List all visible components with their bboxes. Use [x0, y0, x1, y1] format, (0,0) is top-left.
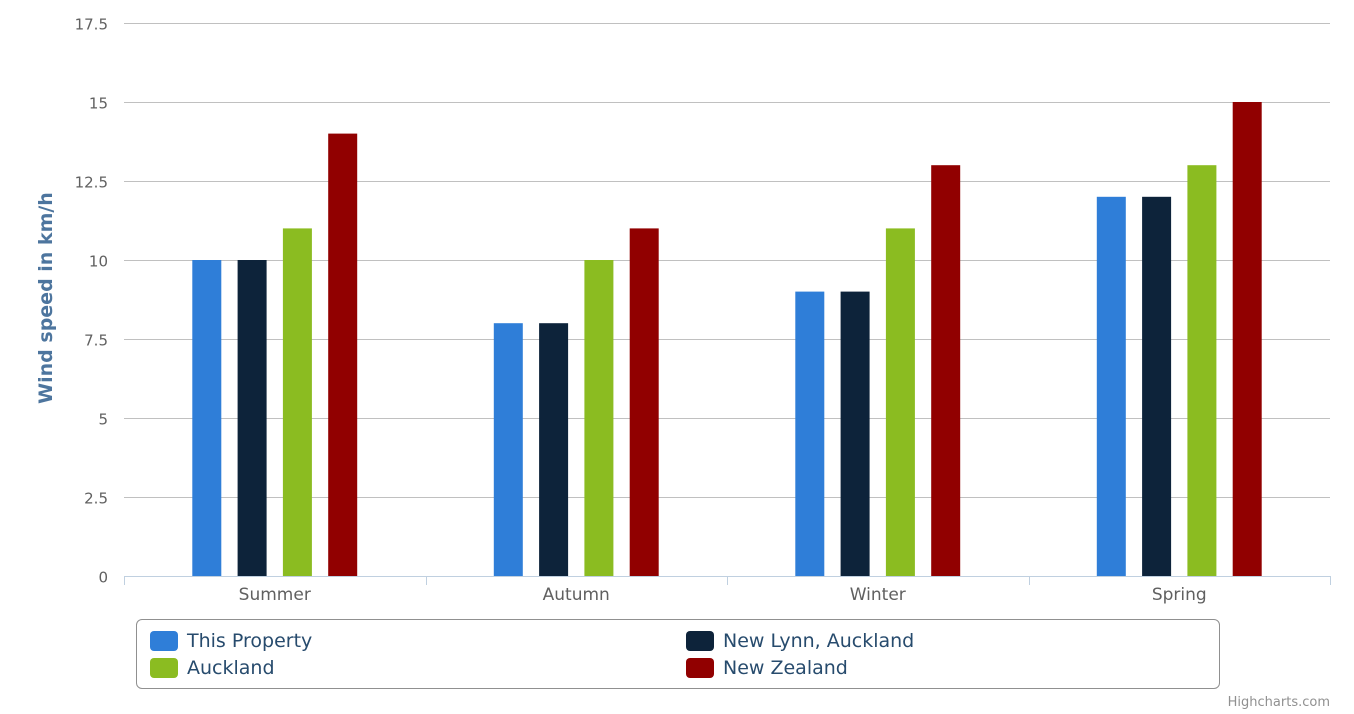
bar-new-zealand-autumn[interactable]	[629, 228, 659, 576]
legend-label: Auckland	[187, 657, 275, 679]
bar-this-property-autumn[interactable]	[493, 323, 523, 576]
y-tick-label: 5	[98, 411, 108, 429]
legend-swatch	[150, 631, 178, 651]
legend-swatch	[150, 658, 178, 678]
bar-new-lynn-auckland-autumn[interactable]	[539, 323, 569, 576]
bar-new-lynn-auckland-winter[interactable]	[840, 291, 870, 576]
bar-new-lynn-auckland-summer[interactable]	[237, 260, 267, 576]
y-axis-title: Wind speed in km/h	[35, 192, 57, 404]
legend-item-auckland[interactable]: Auckland	[150, 657, 275, 679]
legend-item-new-lynn[interactable]: New Lynn, Auckland	[686, 630, 914, 652]
bar-auckland-summer[interactable]	[282, 228, 312, 576]
y-tick-label: 2.5	[84, 490, 108, 508]
x-tick-label: Autumn	[543, 585, 610, 605]
bar-new-lynn-auckland-spring[interactable]	[1142, 196, 1172, 577]
x-tick-label: Winter	[850, 585, 906, 605]
y-tick-label: 7.5	[84, 332, 108, 350]
bar-this-property-summer[interactable]	[192, 260, 222, 576]
y-tick-label: 12.5	[75, 174, 108, 192]
y-tick-label: 0	[98, 569, 108, 587]
x-tick-label: Spring	[1152, 585, 1207, 605]
legend-label: This Property	[187, 630, 313, 652]
bar-auckland-winter[interactable]	[885, 228, 915, 576]
legend-label: New Zealand	[723, 657, 848, 679]
bars	[192, 102, 1262, 577]
legend-swatch	[686, 631, 714, 651]
x-tick-label: Summer	[239, 585, 311, 605]
legend-swatch	[686, 658, 714, 678]
y-axis-ticks: 0 2.5 5 7.5 10 12.5 15 17.5	[75, 16, 108, 587]
credits-link[interactable]: Highcharts.com	[1227, 695, 1330, 710]
x-axis: Summer Autumn Winter Spring	[124, 576, 1331, 605]
legend-item-new-zealand[interactable]: New Zealand	[686, 657, 848, 679]
y-tick-label: 17.5	[75, 16, 108, 34]
y-tick-label: 15	[89, 95, 108, 113]
grid-lines	[124, 23, 1330, 498]
bar-auckland-spring[interactable]	[1187, 165, 1217, 576]
y-tick-label: 10	[89, 253, 108, 271]
legend-label: New Lynn, Auckland	[723, 630, 915, 652]
bar-new-zealand-winter[interactable]	[931, 165, 961, 576]
bar-auckland-autumn[interactable]	[584, 260, 614, 576]
legend-item-this-property[interactable]: This Property	[150, 630, 312, 652]
bar-new-zealand-spring[interactable]	[1232, 102, 1262, 576]
bar-this-property-winter[interactable]	[795, 291, 825, 576]
legend: This Property New Lynn, Auckland Aucklan…	[136, 619, 1220, 689]
bar-this-property-spring[interactable]	[1096, 196, 1126, 577]
bar-new-zealand-summer[interactable]	[328, 133, 358, 576]
